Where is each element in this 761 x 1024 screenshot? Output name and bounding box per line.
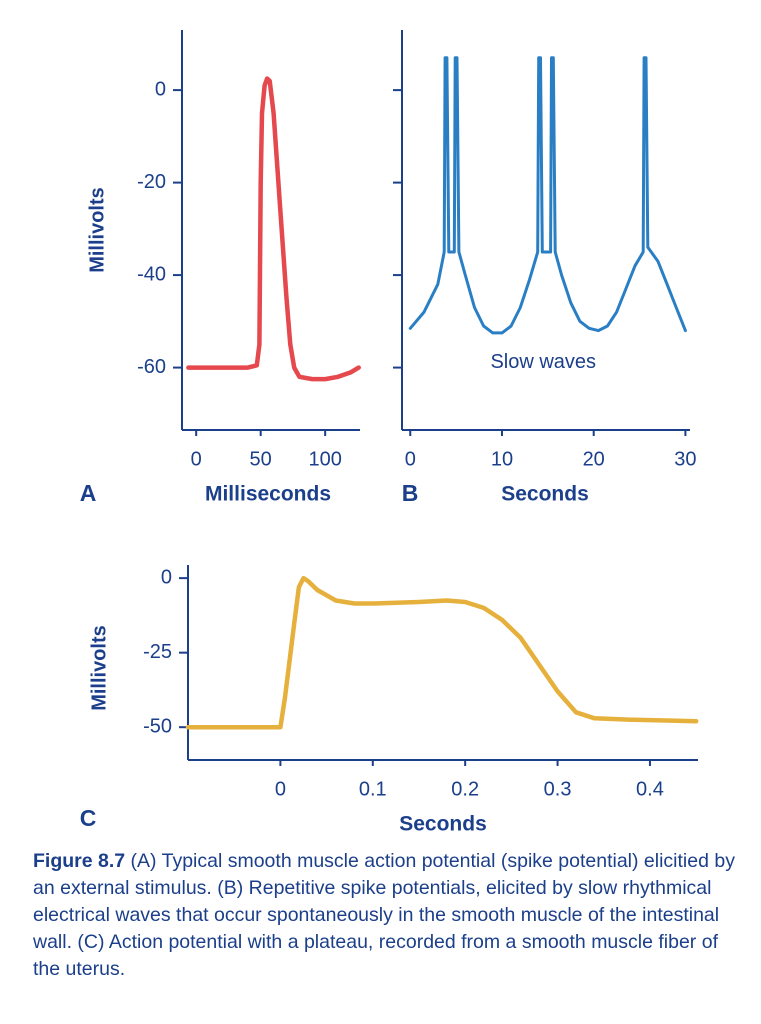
x-tick-label: 0.2 [451,778,479,800]
caption-label: Figure 8.7 [33,850,126,872]
x-axis-label: Seconds [399,813,487,836]
x-tick-label: 0.3 [544,778,572,800]
panel-label: C [80,805,97,831]
caption: Figure 8.7 (A) Typical smooth muscle act… [33,848,748,983]
x-tick-label: 20 [583,448,605,470]
annotation: Slow waves [490,351,596,373]
x-axis-label: Seconds [501,483,589,506]
data-line [408,56,687,335]
y-tick-label: -40 [137,263,166,285]
x-tick-label: 50 [250,448,272,470]
y-tick-label: -60 [137,356,166,378]
x-tick-label: 0 [191,448,202,470]
y-axis-label: Millivolts [86,187,108,273]
data-line [185,575,699,730]
y-tick-label: -50 [143,715,172,737]
y-tick-label: 0 [161,566,172,588]
panel-label: B [402,480,419,506]
y-tick-label: -20 [137,171,166,193]
x-axis-label: Milliseconds [205,483,331,506]
data-line [186,76,361,382]
caption-text: (A) Typical smooth muscle action potenti… [33,850,735,980]
y-tick-label: 0 [155,78,166,100]
panel-label: A [80,480,97,506]
x-tick-label: 0 [275,778,286,800]
x-tick-label: 0.4 [636,778,664,800]
x-tick-label: 10 [491,448,513,470]
x-tick-label: 0.1 [359,778,387,800]
x-tick-label: 0 [405,448,416,470]
y-tick-label: -25 [143,641,172,663]
x-tick-label: 30 [674,448,696,470]
y-axis-label: Millivolts [88,625,110,711]
x-tick-label: 100 [308,448,341,470]
